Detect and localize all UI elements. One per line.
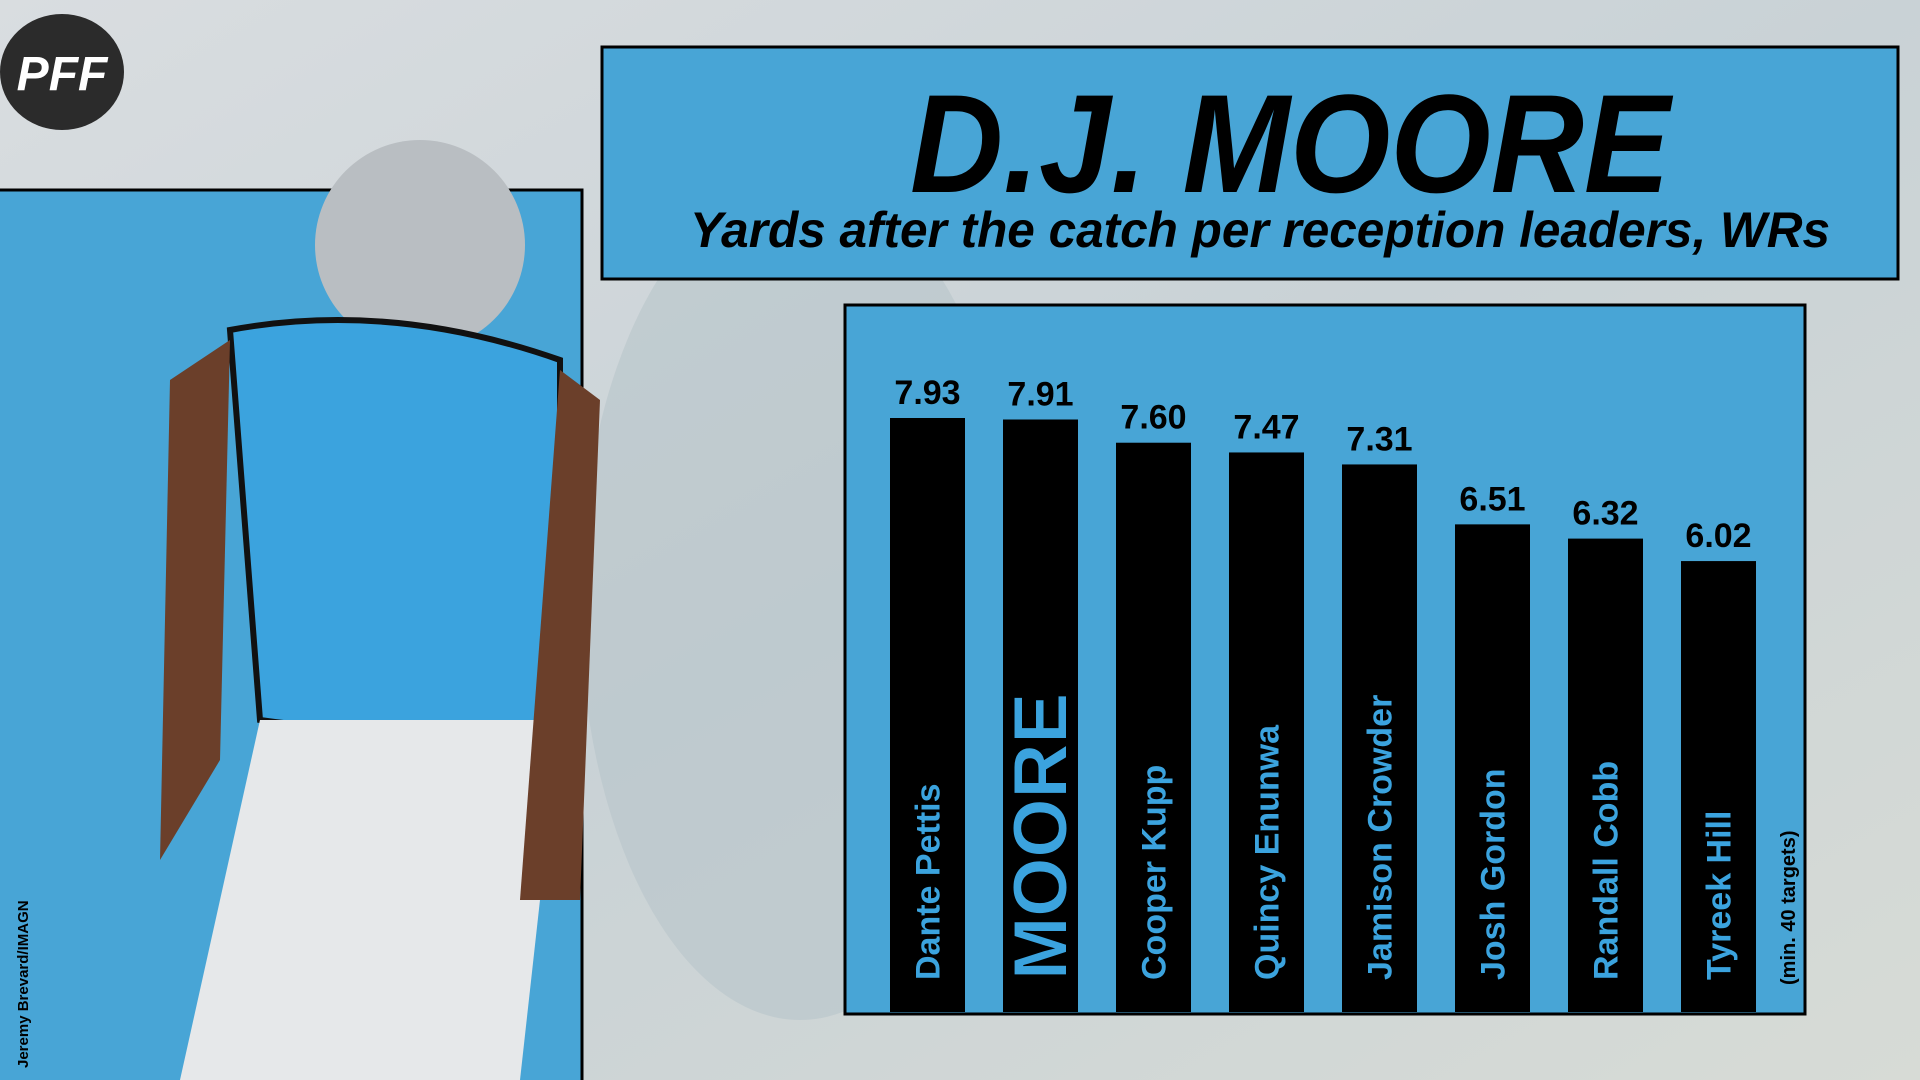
bar <box>1229 452 1304 1012</box>
category-label: Cooper Kupp <box>1136 765 1174 980</box>
category-label: Randall Cobb <box>1588 761 1626 980</box>
bar <box>1116 442 1191 1013</box>
category-label: Josh Gordon <box>1475 768 1513 980</box>
logo-badge <box>0 14 124 130</box>
category-label: Tyreek Hill <box>1701 811 1739 980</box>
bar <box>1342 464 1417 1012</box>
logo: PFF <box>17 48 109 101</box>
bar <box>1681 561 1756 1012</box>
title-box <box>600 45 1900 281</box>
value-label: 7.47 <box>1233 408 1299 446</box>
photo-credit: Jeremy Brevard/IMAGN <box>15 900 32 1068</box>
bar <box>1455 524 1530 1012</box>
category-label: Dante Pettis <box>910 784 948 981</box>
value-label: 7.60 <box>1120 399 1186 437</box>
player-silhouette <box>160 140 600 1080</box>
category-label: MOORE <box>999 693 1084 980</box>
category-label: Jamison Crowder <box>1362 695 1400 980</box>
value-label: 7.93 <box>894 374 960 412</box>
chart-note: (min. 40 targets) <box>1778 831 1800 985</box>
value-label: 6.02 <box>1685 517 1751 555</box>
bar <box>1568 538 1643 1012</box>
chart-title: D.J. MOORE <box>910 65 1673 222</box>
bar <box>1003 419 1078 1012</box>
value-label: 6.51 <box>1459 480 1525 518</box>
bar <box>890 418 965 1012</box>
chart-subtitle: Yards after the catch per reception lead… <box>690 202 1830 258</box>
value-label: 7.31 <box>1346 420 1412 458</box>
category-label: Quincy Enunwa <box>1249 724 1287 980</box>
value-label: 6.32 <box>1572 495 1638 533</box>
chart-panel <box>843 303 1807 1016</box>
value-label: 7.91 <box>1007 375 1073 413</box>
